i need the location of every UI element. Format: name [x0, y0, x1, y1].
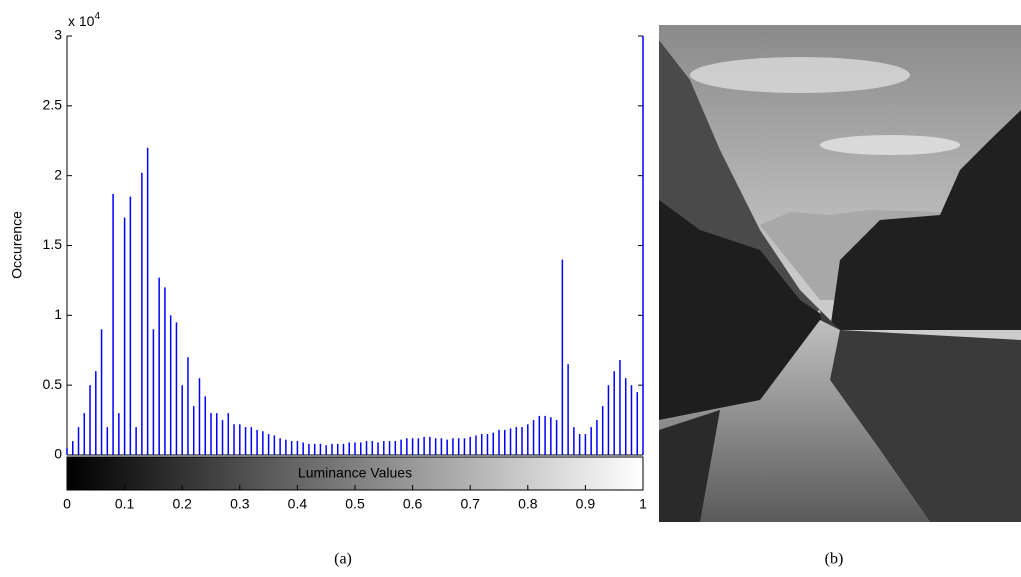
x-tick-label: 0.5 [345, 496, 365, 512]
y-multiplier: x 104 [68, 11, 100, 29]
y-tick-label: 2 [54, 166, 62, 182]
x-tick-label: 0.7 [460, 496, 480, 512]
y-tick-label: 3 [54, 27, 62, 43]
caption: (a) [334, 551, 352, 568]
x-tick-label: 0.1 [115, 496, 135, 512]
y-tick-label: 1.5 [43, 236, 63, 252]
x-tick-label: 0.8 [518, 496, 538, 512]
x-tick-label: 0.2 [172, 496, 192, 512]
reflection [659, 410, 720, 522]
x-tick-label: 0.3 [230, 496, 250, 512]
x-tick-label: 0.9 [576, 496, 596, 512]
x-tick-label: 1 [639, 496, 647, 512]
y-multiplier-exp: 4 [94, 11, 100, 22]
y-tick-label: 0 [54, 446, 62, 462]
right-bank [820, 310, 1021, 522]
river [659, 320, 930, 522]
right-trees [830, 110, 1021, 330]
photo [659, 25, 1021, 522]
y-multiplier-base: x 10 [68, 13, 95, 29]
x-tick-label: 0 [63, 496, 71, 512]
cloud [690, 57, 910, 93]
x-tick-label: 0.4 [288, 496, 308, 512]
colorbar [66, 456, 644, 491]
colorbar-label: Luminance Values [298, 465, 412, 481]
y-axis-label: Occurence [9, 211, 25, 279]
caption: (b) [825, 551, 844, 568]
cloud [820, 135, 960, 155]
x-tick-label: 0.6 [403, 496, 423, 512]
y-tick-label: 1 [54, 306, 62, 322]
y-tick-label: 0.5 [43, 376, 63, 392]
y-tick-label: 2.5 [43, 97, 63, 113]
